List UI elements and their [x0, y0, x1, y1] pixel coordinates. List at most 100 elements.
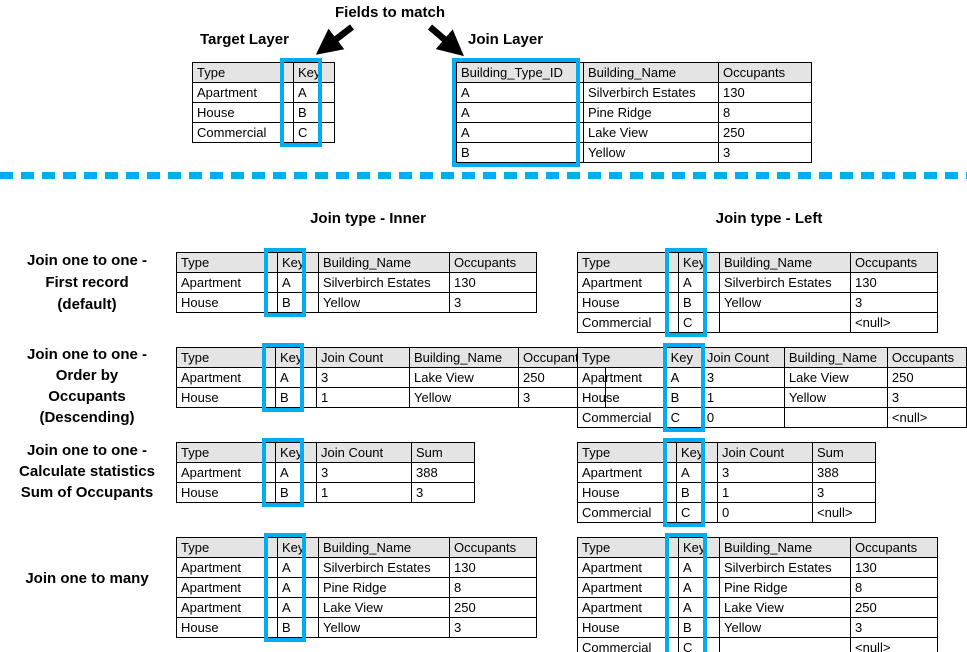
column-header: Join Count: [316, 347, 410, 368]
column-header: Type: [577, 347, 667, 368]
table-cell: House: [192, 102, 294, 123]
fields-to-match-arrows-icon: [315, 24, 464, 57]
table-cell: A: [678, 577, 720, 598]
inner-statistics-table: Type Key Join Count Sum Apartment A 3 388 House B…: [176, 438, 475, 507]
table-row: Apartment A Lake View 250: [577, 597, 938, 618]
table-cell: 8: [718, 102, 812, 123]
table-cell: 1: [316, 482, 412, 503]
table-cell: House: [577, 482, 677, 503]
table-cell: Apartment: [577, 597, 679, 618]
table-cell: A: [676, 462, 718, 483]
table-cell: Lake View: [409, 367, 519, 388]
table-row: House B 1 Yellow 3: [577, 387, 967, 408]
table-cell: B: [275, 387, 317, 408]
data-table: Type Key Building_Name Occupants Apartment A S…: [176, 537, 537, 638]
table-cell: 250: [449, 597, 537, 618]
target-layer-title: Target Layer: [200, 31, 289, 48]
table-cell: House: [176, 387, 276, 408]
table-row: House B Yellow 3: [577, 292, 938, 313]
table-cell: Yellow: [719, 292, 851, 313]
table-cell: B: [275, 482, 317, 503]
column-header: Type: [577, 537, 679, 558]
fields-to-match-label: Fields to match: [334, 4, 446, 21]
header-row: Building_Type_ID Building_Name Occupants: [456, 62, 812, 83]
header-row: Type Key Building_Name Occupants: [176, 252, 537, 273]
table-cell: [719, 637, 851, 652]
table-cell: A: [277, 272, 319, 293]
left-order-by-table: Type Key Join Count Building_Name Occupants A…: [577, 343, 967, 432]
table-row: House B 1 3: [176, 482, 475, 503]
table-cell: C: [678, 312, 720, 333]
table-cell: A: [456, 82, 584, 103]
group-label-order-by: Join one to one - Order by Occupants (De…: [27, 346, 147, 426]
table-cell: Pine Ridge: [719, 577, 851, 598]
table-row: House B: [192, 102, 335, 123]
table-cell: Yellow: [318, 617, 450, 638]
table-cell: Apartment: [577, 577, 679, 598]
table-row: Apartment A Silverbirch Estates 130: [577, 272, 938, 293]
column-header: Key: [678, 252, 720, 273]
table-cell: 1: [717, 482, 813, 503]
table-cell: Lake View: [719, 597, 851, 618]
table-cell: Yellow: [318, 292, 450, 313]
table-cell: House: [577, 387, 667, 408]
inner-order-by-table: Type Key Join Count Building_Name Occupants A…: [176, 343, 606, 412]
table-cell: Apartment: [577, 367, 667, 388]
column-header: Building_Name: [719, 252, 851, 273]
table-cell: [783, 407, 888, 428]
table-cell: A: [678, 272, 720, 293]
column-header: Occupants: [850, 537, 938, 558]
table-cell: Yellow: [719, 617, 851, 638]
table-cell: Pine Ridge: [318, 577, 450, 598]
data-table: Type Key Join Count Building_Name Occupants A…: [176, 347, 606, 408]
table-row: Apartment A Pine Ridge 8: [176, 577, 537, 598]
left-first-record-table: Type Key Building_Name Occupants Apartment A S…: [577, 248, 938, 337]
table-cell: Silverbirch Estates: [719, 557, 851, 578]
table-row: House B Yellow 3: [577, 617, 938, 638]
table-cell: 388: [411, 462, 475, 483]
group-label-statistics: Join one to one - Calculate statistics S…: [19, 442, 155, 501]
table-row: Apartment A 3 388: [176, 462, 475, 483]
table-cell: 3: [449, 617, 537, 638]
column-header: Type: [192, 62, 294, 83]
table-cell: A: [678, 597, 720, 618]
table-cell: Apartment: [577, 462, 677, 483]
table-cell: Yellow: [783, 387, 888, 408]
table-cell: Commercial: [577, 502, 677, 523]
table-row: Apartment A Silverbirch Estates 130: [577, 557, 938, 578]
inner-join-column-title: Join type - Inner: [310, 210, 426, 227]
table-cell: Silverbirch Estates: [318, 557, 450, 578]
table-cell: Apartment: [176, 367, 276, 388]
group-label-first-record: Join one to one - First record (default): [27, 252, 147, 313]
column-header: Key: [275, 442, 317, 463]
table-cell: 0: [717, 502, 813, 523]
table-cell: A: [277, 557, 319, 578]
table-cell: Yellow: [583, 142, 719, 163]
left-one-to-many-table: Type Key Building_Name Occupants Apartment A S…: [577, 533, 938, 652]
table-row: Apartment A Silverbirch Estates 130: [176, 557, 537, 578]
table-row: House B 1 3: [577, 482, 876, 503]
table-cell: B: [678, 292, 720, 313]
table-cell: C: [665, 407, 703, 428]
table-cell: B: [456, 142, 584, 163]
column-header: Type: [176, 347, 276, 368]
header-row: Type Key Join Count Building_Name Occupants: [577, 347, 967, 368]
table-cell: B: [277, 617, 319, 638]
table-row: Commercial C 0 <null>: [577, 502, 876, 523]
header-row: Type Key Building_Name Occupants: [176, 537, 537, 558]
table-row: B Yellow 3: [456, 142, 812, 163]
table-row: A Silverbirch Estates 130: [456, 82, 812, 103]
table-cell: 8: [449, 577, 537, 598]
table-cell: A: [293, 82, 335, 103]
table-cell: 0: [701, 407, 785, 428]
table-cell: B: [277, 292, 319, 313]
column-header: Building_Type_ID: [456, 62, 584, 83]
table-cell: Silverbirch Estates: [318, 272, 450, 293]
table-cell: B: [678, 617, 720, 638]
column-header: Key: [275, 347, 317, 368]
left-statistics-table: Type Key Join Count Sum Apartment A 3 388 House B…: [577, 438, 876, 527]
column-header: Building_Name: [318, 252, 450, 273]
table-cell: Yellow: [409, 387, 519, 408]
column-header: Occupants: [449, 537, 537, 558]
table-cell: 130: [449, 557, 537, 578]
